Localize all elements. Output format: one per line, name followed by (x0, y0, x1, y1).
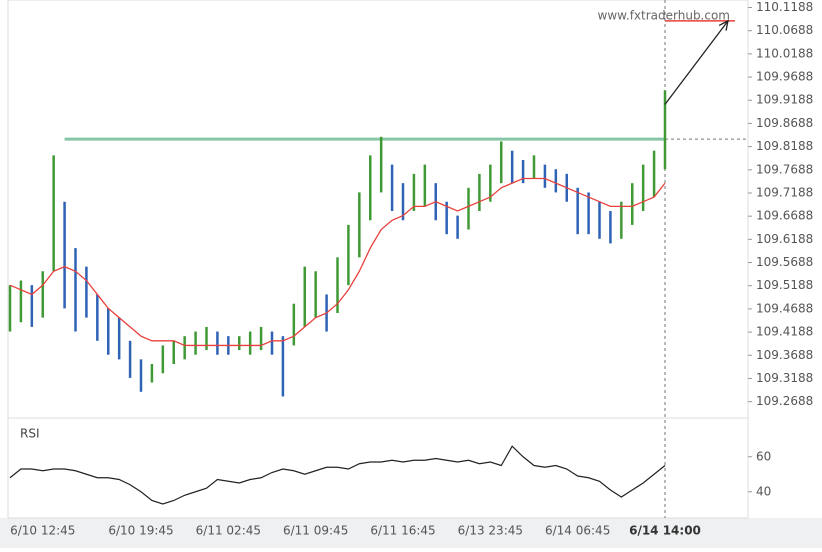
plot-frame (7, 0, 749, 519)
x-tick-label: 6/11 02:45 (196, 524, 261, 538)
y-tick-label: 110.0688 (756, 23, 813, 37)
rsi-line (9, 445, 666, 505)
x-tick-label: 6/10 12:45 (10, 524, 75, 538)
y-tick-label: 110.1188 (756, 0, 813, 14)
forecast-arrow (664, 20, 729, 105)
y-tick-label: 109.7688 (756, 162, 813, 176)
rsi-label: RSI (20, 427, 40, 441)
y-tick-label: 109.8188 (756, 139, 813, 153)
x-axis-band (0, 518, 822, 548)
y-tick-label: 109.8688 (756, 116, 813, 130)
x-tick-label: 6/11 16:45 (370, 524, 435, 538)
x-tick-label: 6/10 19:45 (108, 524, 173, 538)
y-tick-label: 109.6188 (756, 232, 813, 246)
y-tick-label: 109.7188 (756, 185, 813, 199)
y-tick-label: 110.0188 (756, 46, 813, 60)
x-tick-label: 6/13 23:45 (458, 524, 523, 538)
arrow-head (718, 19, 729, 31)
moving-average (9, 177, 666, 347)
y-tick-label: 109.6688 (756, 209, 813, 223)
y-tick-label: 109.5188 (756, 278, 813, 292)
y-tick-label: 109.4688 (756, 301, 813, 315)
y-tick-label: 109.3688 (756, 348, 813, 362)
y-tick-label: 109.4188 (756, 325, 813, 339)
x-tick-label: 6/14 14:00 (629, 524, 701, 538)
y-tick-label: 109.3188 (756, 371, 813, 385)
x-tick-label: 6/11 09:45 (283, 524, 348, 538)
y-tick-label: 60 (756, 449, 771, 463)
watermark: www.fxtraderhub.com (598, 9, 730, 23)
y-tick-label: 109.2688 (756, 394, 813, 408)
x-tick-label: 6/14 06:45 (545, 524, 610, 538)
y-tick-label: 40 (756, 484, 771, 498)
y-tick-label: 109.5688 (756, 255, 813, 269)
y-tick-label: 109.9688 (756, 70, 813, 84)
y-tick-label: 109.9188 (756, 93, 813, 107)
